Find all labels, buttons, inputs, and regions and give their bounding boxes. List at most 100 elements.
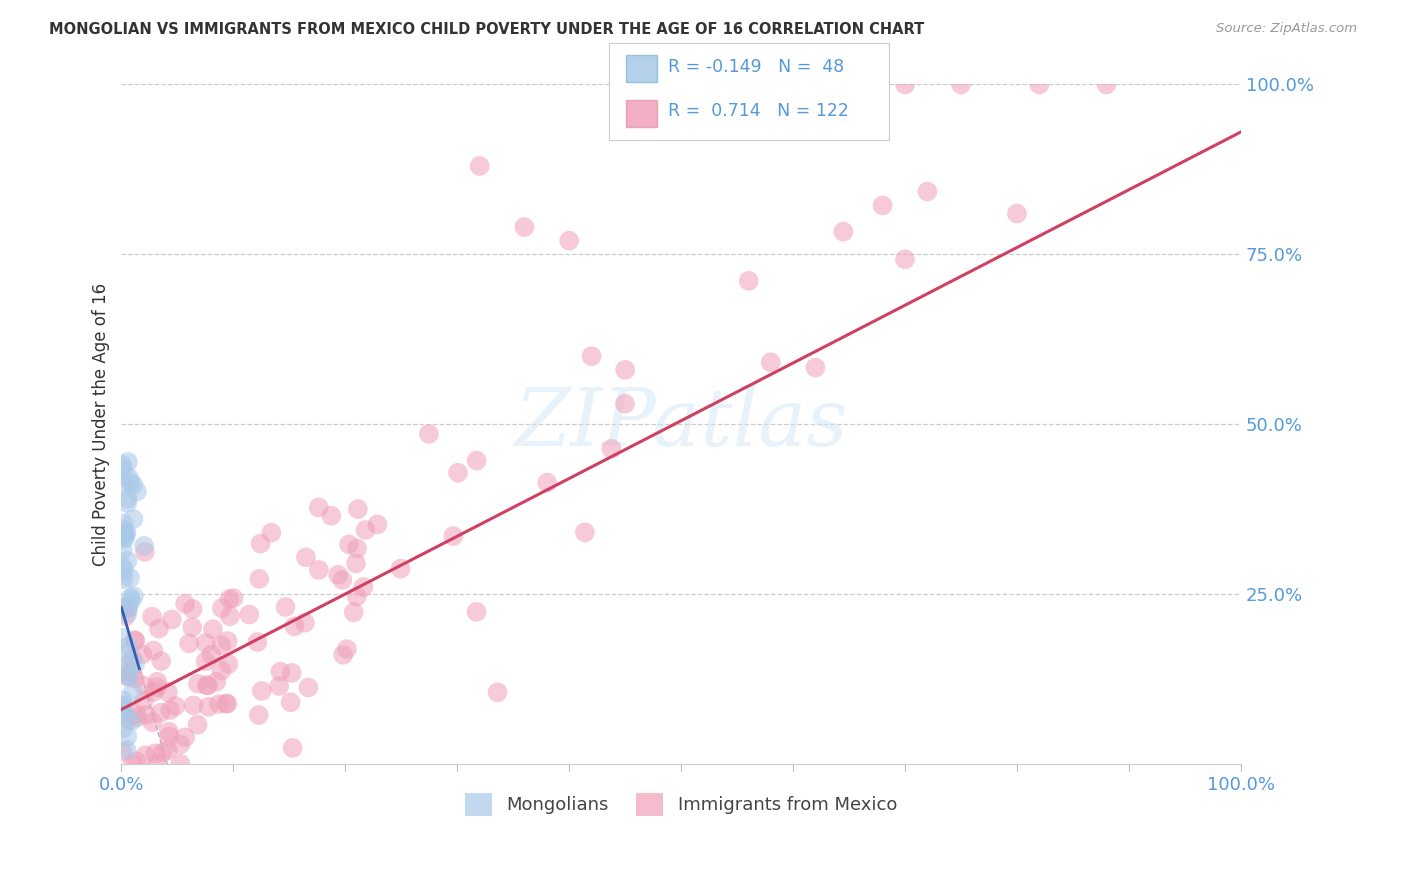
Point xyxy=(150,654,173,668)
Point xyxy=(346,590,368,604)
Point xyxy=(219,609,242,624)
Point xyxy=(117,599,139,614)
Point xyxy=(112,572,135,586)
Point xyxy=(917,185,939,199)
Point xyxy=(308,563,330,577)
Point xyxy=(441,529,464,543)
Point xyxy=(321,508,343,523)
Point xyxy=(115,743,138,757)
Point xyxy=(218,592,240,607)
Point xyxy=(111,558,134,573)
Point xyxy=(804,78,827,92)
Point xyxy=(418,426,440,441)
Point xyxy=(558,234,581,248)
Point xyxy=(111,458,134,472)
Point xyxy=(600,442,623,456)
Point xyxy=(208,697,231,711)
Point xyxy=(308,500,330,515)
Text: Source: ZipAtlas.com: Source: ZipAtlas.com xyxy=(1216,22,1357,36)
Point xyxy=(146,674,169,689)
Point xyxy=(120,591,142,605)
Point xyxy=(894,252,917,267)
Point xyxy=(134,748,156,763)
Point xyxy=(117,491,139,506)
Point xyxy=(238,607,260,622)
Point xyxy=(197,678,219,692)
Point xyxy=(294,615,316,630)
Point xyxy=(132,539,155,553)
Point xyxy=(738,274,761,288)
Point xyxy=(134,545,156,559)
Point xyxy=(366,517,388,532)
Point xyxy=(117,730,139,744)
Point xyxy=(142,643,165,657)
Point xyxy=(280,695,302,709)
Point xyxy=(149,706,172,720)
Point xyxy=(194,654,217,668)
Point xyxy=(135,708,157,723)
Point xyxy=(354,523,377,537)
Point xyxy=(157,729,180,743)
Point xyxy=(352,580,374,594)
Y-axis label: Child Poverty Under the Age of 16: Child Poverty Under the Age of 16 xyxy=(93,283,110,566)
Point xyxy=(111,478,134,492)
Point xyxy=(159,703,181,717)
Point xyxy=(536,475,558,490)
Point xyxy=(114,609,136,624)
Point xyxy=(124,657,146,671)
Point xyxy=(142,685,165,699)
Point xyxy=(330,573,353,587)
Point xyxy=(115,710,138,724)
Point xyxy=(332,648,354,662)
Point xyxy=(281,740,304,755)
Point xyxy=(759,355,782,369)
Point xyxy=(195,678,218,692)
Point xyxy=(343,606,366,620)
Point xyxy=(283,619,305,633)
Point xyxy=(169,756,191,771)
Point xyxy=(197,699,219,714)
Point xyxy=(141,609,163,624)
Point xyxy=(247,708,270,723)
Point xyxy=(246,635,269,649)
Point xyxy=(181,620,204,634)
Point xyxy=(122,684,145,698)
Point xyxy=(118,670,141,684)
Point xyxy=(124,632,146,647)
Point xyxy=(122,477,145,491)
Point xyxy=(326,567,349,582)
Point xyxy=(389,562,412,576)
Point xyxy=(187,717,209,731)
Point xyxy=(132,679,155,693)
Point xyxy=(249,536,271,550)
Point xyxy=(486,685,509,699)
Point xyxy=(146,756,169,771)
Point xyxy=(125,754,148,768)
Point xyxy=(114,532,136,546)
Point xyxy=(894,78,917,92)
Point xyxy=(112,665,135,680)
Point xyxy=(143,746,166,760)
Point xyxy=(194,636,217,650)
Point xyxy=(250,684,273,698)
Point xyxy=(121,665,143,680)
Point xyxy=(183,698,205,713)
Point xyxy=(269,679,291,693)
Point xyxy=(112,516,135,531)
Point xyxy=(614,363,637,377)
Point xyxy=(468,159,491,173)
Point xyxy=(346,541,368,556)
Point xyxy=(117,554,139,568)
Point xyxy=(513,220,536,235)
Point xyxy=(205,674,228,689)
Point xyxy=(337,537,360,551)
Point xyxy=(1005,206,1028,220)
Point xyxy=(177,636,200,650)
Point xyxy=(115,669,138,683)
Point xyxy=(111,698,134,713)
Point xyxy=(115,496,138,510)
Point xyxy=(614,397,637,411)
Point xyxy=(125,710,148,724)
Point xyxy=(157,743,180,757)
Point xyxy=(117,601,139,615)
